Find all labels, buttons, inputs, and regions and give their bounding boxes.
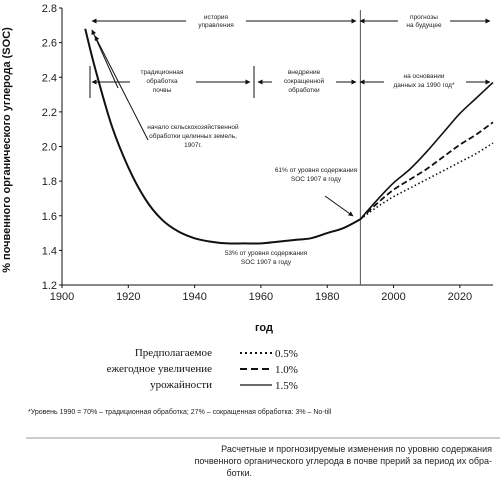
label-traditional-3: почвы: [153, 87, 172, 94]
label-start-1: начало сельскохозяйственной: [147, 123, 239, 131]
y-tick-label: 2.4: [42, 72, 57, 84]
caption-line-1: Расчетные и прогнозируемые изменения по …: [221, 444, 492, 454]
label-forecast-2: на будущее: [406, 21, 442, 29]
y-tick-label: 1.2: [42, 280, 57, 292]
y-tick-label: 1.4: [42, 245, 57, 257]
legend-label-0: 0.5%: [275, 348, 298, 360]
annotation-arrows: [89, 18, 491, 217]
forecast-line-2: [359, 81, 494, 220]
x-tick-label: 2020: [448, 291, 472, 303]
annotation-labels: история управления прогнозы на будущее т…: [130, 12, 466, 266]
x-tick-label: 1980: [315, 291, 339, 303]
label-61pct-1: 61% от уровня содержания: [275, 167, 358, 174]
label-forecast-1: прогнозы: [410, 14, 438, 21]
legend: Предполагаемое ежегодное увеличение урож…: [107, 347, 298, 392]
caption-line-2: почвенного органического углерода в почв…: [194, 456, 492, 466]
data-lines: [84, 28, 494, 245]
label-basis-2: данных за 1990 год*: [393, 82, 454, 89]
x-tick-label: 1920: [116, 291, 140, 303]
label-reduced-1: внедрение: [288, 69, 321, 76]
label-traditional-2: обработка: [146, 77, 178, 85]
pointer-start-2: [94, 35, 149, 141]
legend-line-3: урожайности: [150, 379, 212, 391]
forecast-line-1: [359, 121, 494, 220]
label-reduced-2: сокращенной: [284, 77, 325, 85]
legend-label-2: 1.5%: [275, 380, 298, 392]
label-basis-1: на основании: [404, 73, 445, 80]
label-traditional-1: традиционная: [141, 69, 184, 76]
legend-label-1: 1.0%: [275, 364, 298, 376]
pointer-61pct: [324, 195, 354, 217]
y-tick-label: 2.0: [42, 142, 57, 154]
legend-line-1: Предполагаемое: [135, 347, 212, 359]
y-tick-label: 2.8: [42, 3, 57, 15]
label-history-mgmt-1: история: [204, 14, 229, 21]
label-53pct-1: 53% от уровня содержания: [225, 250, 308, 257]
y-tick-label: 2.2: [42, 107, 57, 119]
y-tick-label: 1.8: [42, 176, 57, 188]
legend-line-2: ежегодное увеличение: [107, 363, 212, 375]
x-tick-label: 2000: [381, 291, 405, 303]
label-reduced-3: обработки: [288, 86, 320, 94]
caption-line-3: ботки.: [226, 468, 252, 478]
label-start-3: 1907г.: [184, 142, 202, 149]
label-history-mgmt-2: управления: [198, 22, 234, 29]
y-axis-title: % почвенного органического углерода (SOC…: [1, 27, 13, 273]
label-start-2: обработки целинных земель,: [149, 132, 237, 140]
label-61pct-2: SOC 1907 в году: [291, 176, 342, 183]
footnote: *Уровень 1990 = 70% – традиционная обраб…: [28, 408, 332, 416]
y-tick-label: 2.6: [42, 38, 57, 50]
x-axis-title: год: [255, 322, 273, 334]
label-53pct-2: SOC 1907 в году: [241, 259, 292, 266]
x-tick-label: 1900: [50, 291, 74, 303]
x-tick-labels: 1900 1920 1940 1960 1980 2000 2020: [50, 285, 472, 303]
y-tick-label: 1.6: [42, 211, 57, 223]
x-tick-label: 1940: [182, 291, 206, 303]
history-line: [84, 28, 361, 245]
x-tick-label: 1960: [249, 291, 273, 303]
y-tick-labels: 1.2 1.4 1.6 1.8 2.0 2.2 2.4 2.6 2.8: [42, 3, 62, 292]
forecast-line-0: [359, 142, 494, 220]
